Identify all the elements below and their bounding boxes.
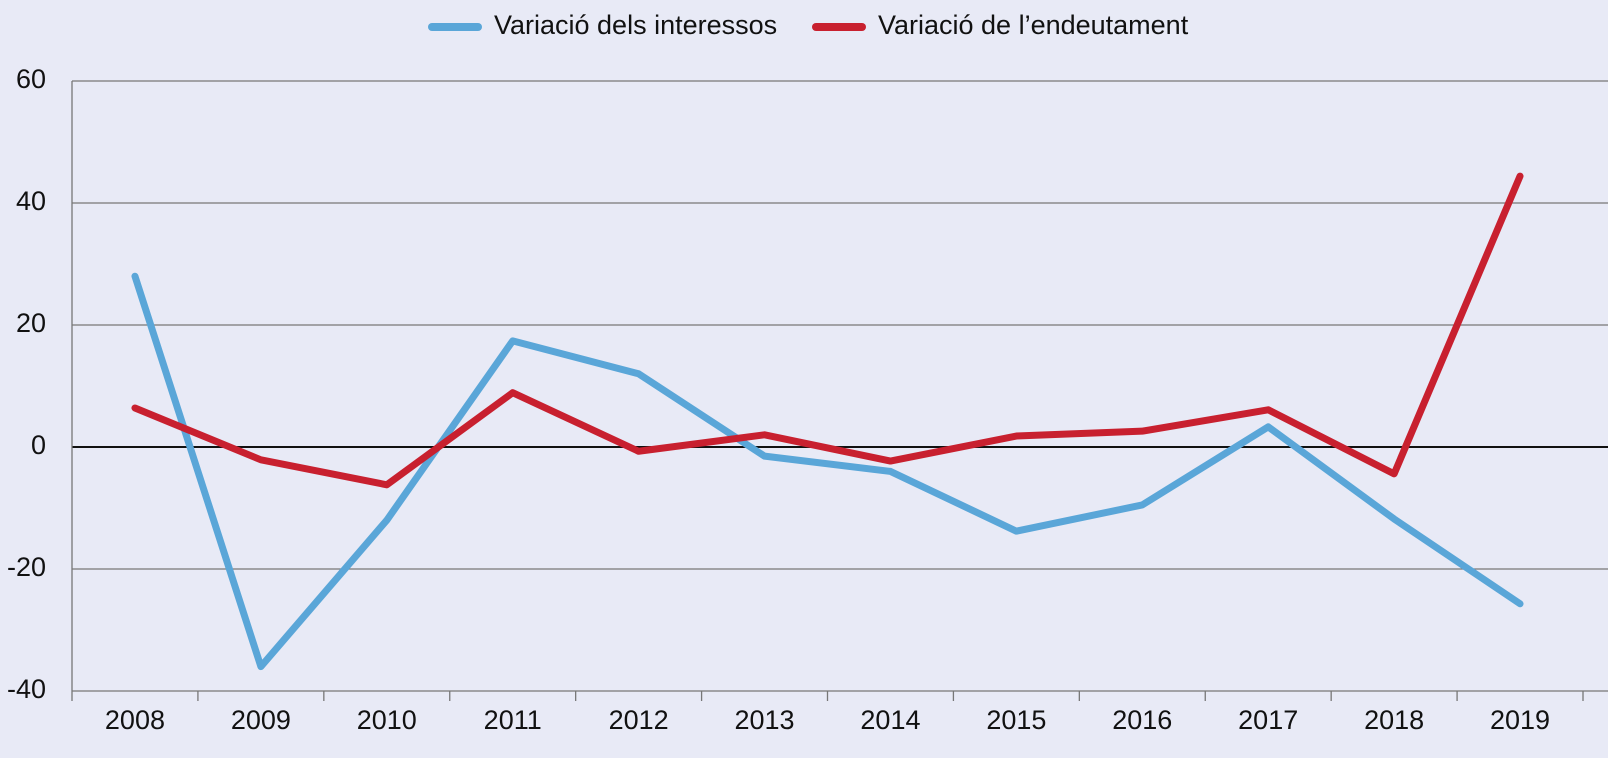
x-tick-label: 2009 — [231, 705, 291, 735]
x-tick-label: 2011 — [484, 705, 542, 735]
y-tick-label: -20 — [7, 552, 46, 582]
x-tick-label: 2010 — [357, 705, 417, 735]
x-tick-label: 2008 — [105, 705, 165, 735]
y-tick-label: 20 — [16, 308, 46, 338]
x-tick-label: 2017 — [1238, 705, 1298, 735]
y-tick-label: 60 — [16, 64, 46, 94]
x-tick-label: 2013 — [735, 705, 795, 735]
y-tick-label: 0 — [31, 430, 46, 460]
x-tick-label: 2015 — [986, 705, 1046, 735]
series-line — [131, 272, 1524, 671]
x-tick-label: 2019 — [1490, 705, 1550, 735]
y-tick-label: 40 — [16, 186, 46, 216]
x-tick-label: 2014 — [860, 705, 920, 735]
legend-label: Variació de l’endeutament — [878, 10, 1189, 40]
x-tick-label: 2018 — [1364, 705, 1424, 735]
x-tick-label: 2012 — [609, 705, 669, 735]
series-line — [131, 172, 1524, 489]
legend-label: Variació dels interessos — [494, 10, 777, 40]
x-tick-label: 2016 — [1112, 705, 1172, 735]
y-tick-label: -40 — [7, 674, 46, 704]
